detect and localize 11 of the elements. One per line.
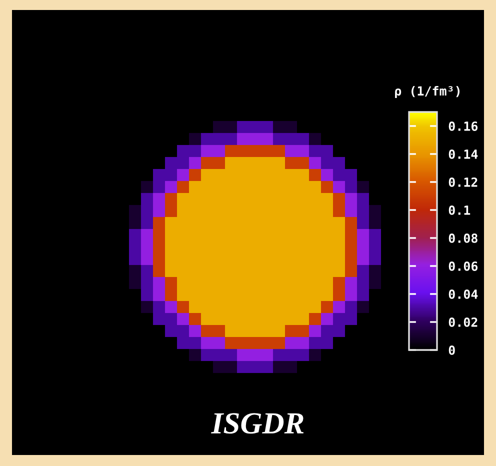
text: ISGDR: [211, 413, 304, 434]
color-bar-label: 0.04: [448, 289, 478, 299]
color-bar-label: 0.14: [448, 149, 478, 159]
color-bar-label: 0.12: [448, 177, 478, 187]
color-bar-label: 0.1: [448, 205, 470, 215]
color-bar-label: 0.02: [448, 317, 478, 327]
color-bar-label: 0.16: [448, 121, 478, 131]
color-bar-label: 0.06: [448, 261, 478, 271]
color-bar-label: 0.08: [448, 233, 478, 243]
color-bar-label: 0: [448, 345, 455, 355]
color-bar-title: ρ (1/fm³): [395, 86, 460, 98]
